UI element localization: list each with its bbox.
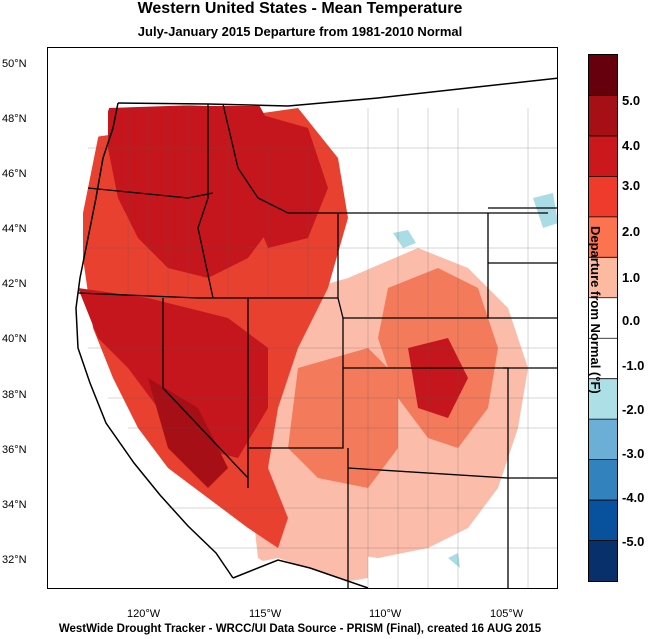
lat-label-36: 36°N	[2, 444, 27, 456]
coastline	[75, 102, 234, 579]
colorbar-swatch	[589, 419, 617, 461]
colorbar-swatch	[589, 459, 617, 501]
lat-label-46: 46°N	[2, 168, 27, 180]
lat-label-34: 34°N	[2, 499, 27, 511]
colorbar-svg	[589, 55, 617, 582]
colorbar-swatch	[589, 216, 617, 258]
colorbar-label-neg5: -5.0	[622, 534, 645, 549]
land-strong-warm-nv-south	[148, 378, 228, 488]
colorbar-label-neg2: -2.0	[622, 402, 645, 417]
colorbar-label-1: 1.0	[622, 270, 641, 285]
colorbar-swatch	[589, 135, 617, 177]
lon-label-115: 115°W	[249, 608, 282, 620]
land-cool-nm	[448, 553, 460, 568]
lat-label-32: 32°N	[2, 554, 27, 566]
colorbar-label-neg1: -1.0	[622, 358, 645, 373]
lat-label-38: 38°N	[2, 389, 27, 401]
colorbar-label-2: 2.0	[622, 224, 641, 239]
mexico-border	[232, 559, 369, 588]
colorbar-label-5: 5.0	[622, 93, 641, 108]
colorbar-swatch	[589, 176, 617, 218]
colorbar-swatch	[589, 378, 617, 420]
map-title: Western United States - Mean Temperature	[137, 0, 463, 17]
mexico	[200, 558, 368, 588]
canada-border	[117, 77, 557, 107]
colorbar-label-0: 0.0	[622, 313, 641, 328]
lat-label-48: 48°N	[2, 113, 27, 125]
lat-label-42: 42°N	[2, 278, 27, 290]
colorbar-title: Departure from Normal (°F)	[588, 226, 603, 394]
colorbar-label-4: 4.0	[622, 138, 641, 153]
lat-label-44: 44°N	[2, 223, 27, 235]
colorbar-label-neg4: -4.0	[622, 490, 645, 505]
land-strong-warm-nevada	[78, 288, 268, 458]
map-subtitle: July-January 2015 Departure from 1981-20…	[137, 24, 463, 39]
lat-label-40: 40°N	[2, 333, 27, 345]
colorbar-swatch	[589, 257, 617, 299]
colorbar-swatch	[589, 338, 617, 380]
land-cool-wy	[393, 230, 416, 248]
county-borders	[88, 108, 557, 588]
colorbar-swatch	[589, 500, 617, 542]
map-svg	[48, 48, 557, 588]
lon-label-110: 110°W	[369, 608, 402, 620]
lat-label-50: 50°N	[2, 58, 27, 70]
state-borders	[77, 103, 557, 588]
colorbar-swatch	[589, 55, 617, 96]
land-cool-nd	[533, 193, 557, 228]
colorbar-swatch	[589, 297, 617, 339]
colorbar-label-neg3: -3.0	[622, 446, 645, 461]
map-area	[47, 47, 558, 589]
colorbar	[588, 54, 618, 582]
colorbar-swatch	[589, 540, 617, 582]
ocean	[48, 48, 237, 588]
colorbar-swatch	[589, 95, 617, 137]
footer-credit: WestWide Drought Tracker - WRCC/UI Data …	[58, 623, 542, 635]
colorbar-label-3: 3.0	[622, 178, 641, 193]
lon-label-120: 120°W	[127, 608, 161, 620]
lon-label-105: 105°W	[490, 608, 524, 620]
